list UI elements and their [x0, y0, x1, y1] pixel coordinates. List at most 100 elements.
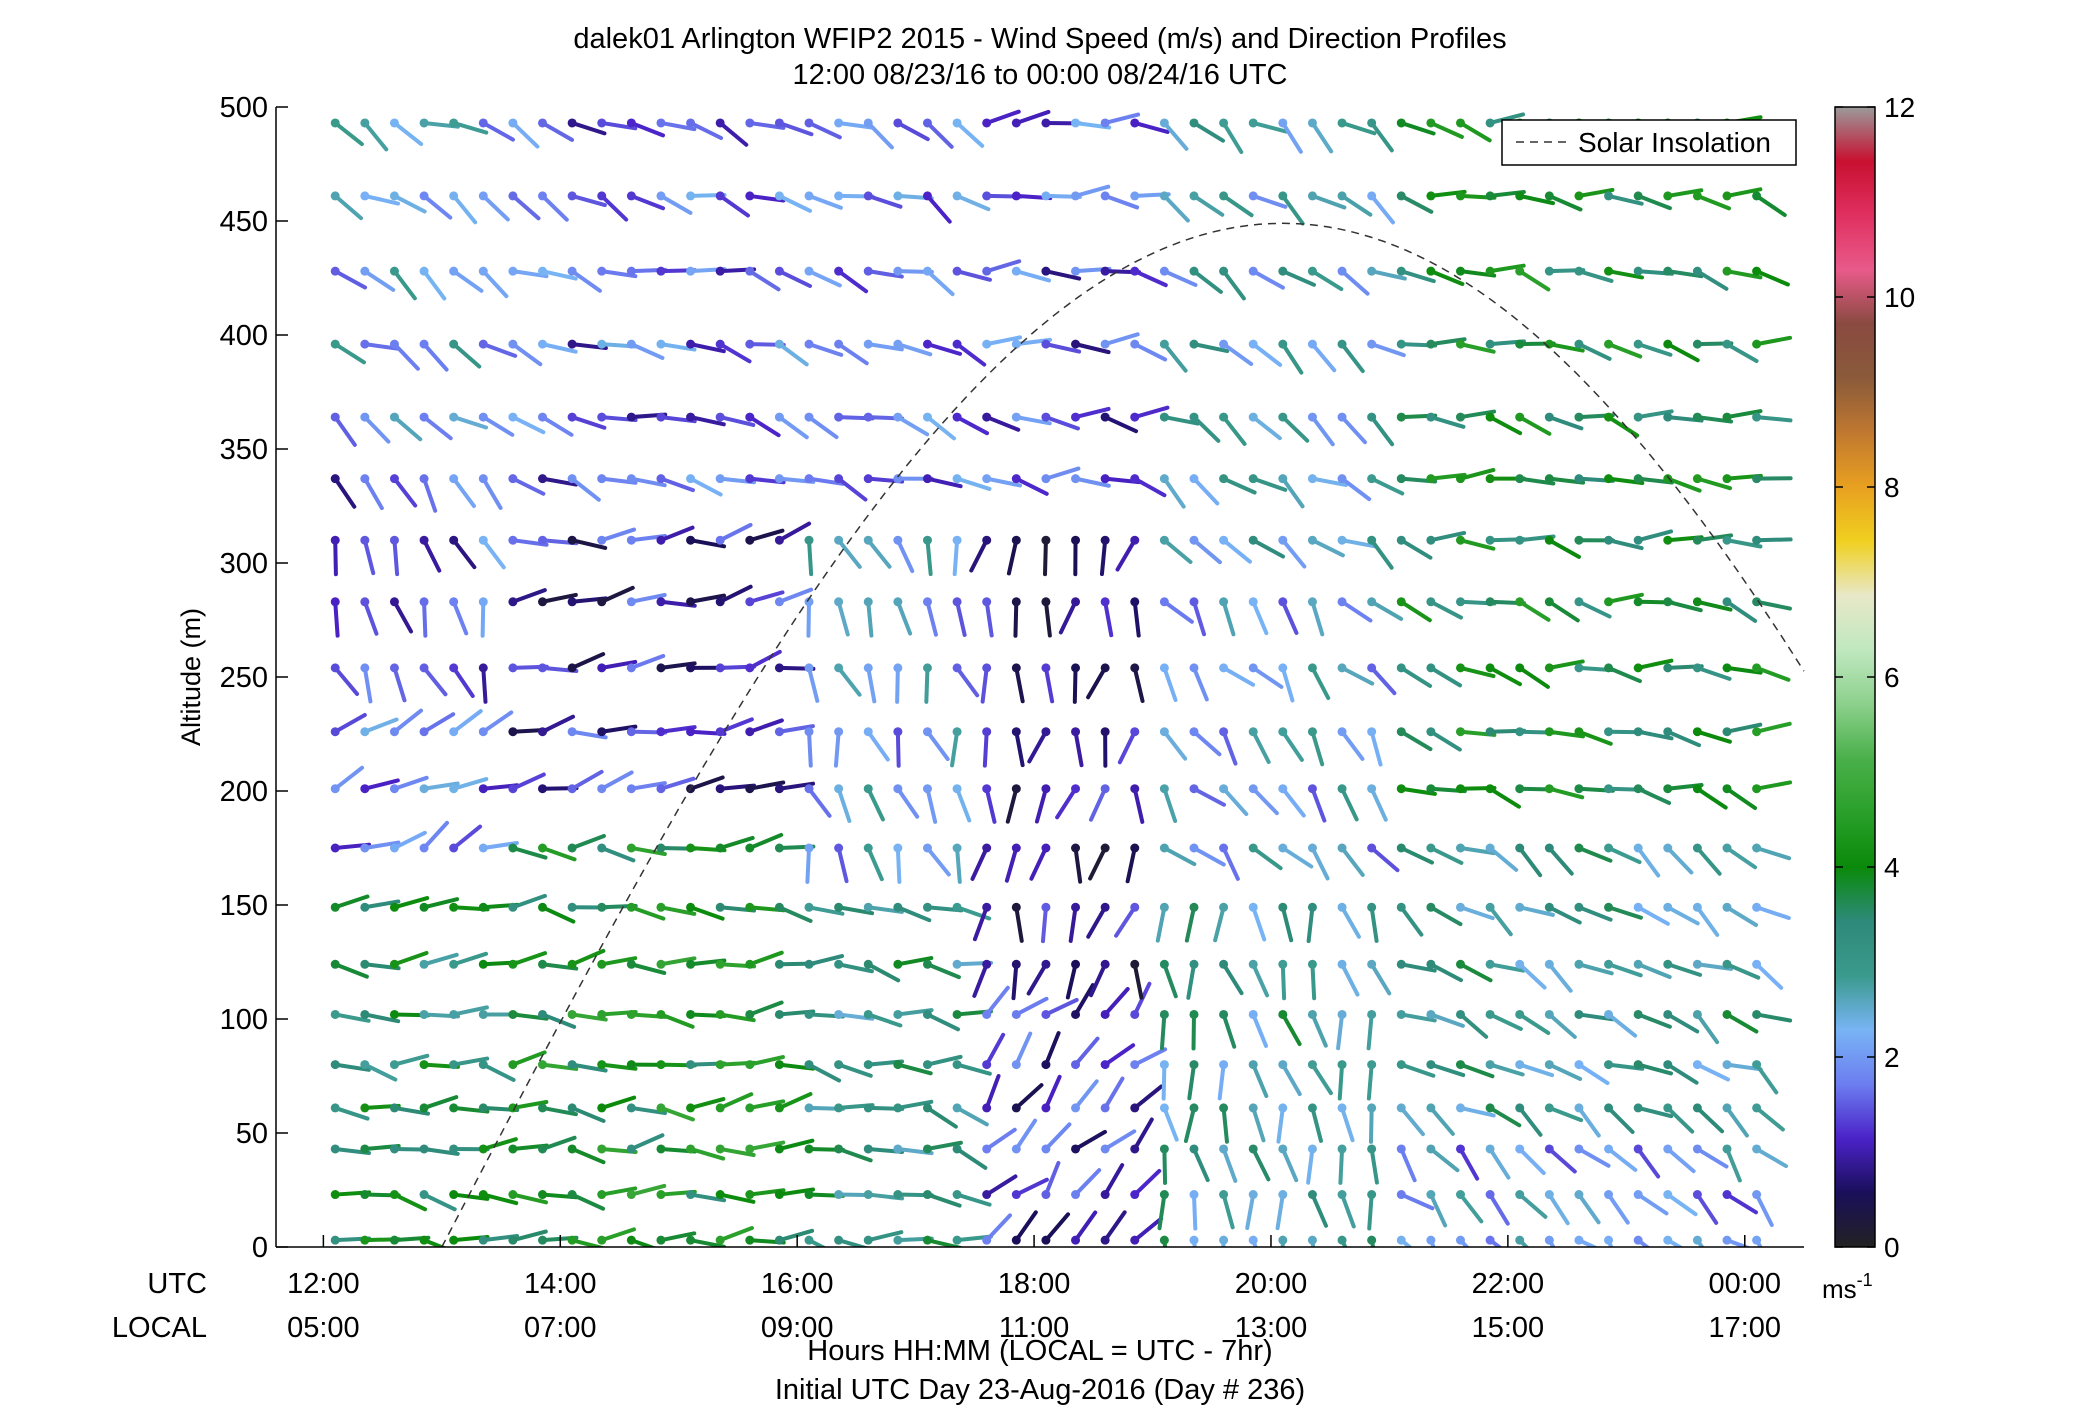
wind-barb-point [893, 843, 903, 853]
wind-barb-point [1248, 597, 1258, 607]
wind-barb-shaft [807, 120, 842, 140]
wind-barb-point [478, 191, 488, 201]
wind-barb-point [952, 1235, 962, 1245]
wind-barb-point [1544, 843, 1554, 853]
wind-barb-shaft [362, 415, 391, 444]
wind-barb-shaft [422, 712, 456, 734]
wind-barb-shaft [1399, 786, 1437, 796]
wind-barb-shaft [807, 1062, 842, 1083]
wind-barb-point [1574, 902, 1584, 912]
wind-barb-point [360, 474, 370, 484]
wind-barb-shaft [1221, 846, 1240, 881]
wind-barb-point [478, 663, 488, 673]
wind-barb-shaft [1367, 1192, 1374, 1231]
wind-barb-point [834, 474, 844, 484]
wind-barb-shaft [982, 729, 989, 768]
wind-barb-point [686, 959, 696, 969]
wind-barb-point [745, 784, 755, 794]
wind-barb-shaft [718, 193, 750, 218]
wind-barb-shaft [1162, 415, 1200, 426]
wind-barb-point [449, 1009, 459, 1019]
wind-barb-shaft [1428, 530, 1467, 543]
wind-barb-point [834, 266, 844, 276]
wind-barb-shaft [807, 342, 844, 357]
wind-barb-shaft [599, 1095, 637, 1110]
wind-barb-point [922, 1009, 932, 1019]
wind-barb-point [1752, 191, 1762, 201]
wind-barb-shaft [1014, 905, 1024, 943]
y-axis-label: Altitude (m) [176, 608, 206, 746]
wind-barb-shaft [1458, 538, 1496, 551]
colorbar-tick-label: 6 [1884, 662, 1900, 693]
wind-barb-shaft [836, 342, 869, 366]
wind-barb-point [1604, 1009, 1614, 1019]
wind-barb-point [715, 663, 725, 673]
wind-barb-point [1367, 727, 1377, 737]
wind-barb-point [1130, 1235, 1140, 1245]
wind-barb-point [478, 727, 488, 737]
wind-barb-shaft [1369, 269, 1407, 281]
wind-barb-shaft [1310, 962, 1317, 1001]
wind-barb-shaft [422, 1095, 459, 1110]
wind-barb-point [1663, 902, 1673, 912]
wind-barb-shaft [718, 584, 753, 604]
wind-barb-shaft [984, 1032, 1006, 1067]
wind-barb-point [1278, 784, 1288, 794]
wind-barb-shaft [451, 120, 489, 135]
wind-barb-shaft [570, 1012, 608, 1022]
wind-barb-point [1071, 843, 1081, 853]
wind-barb-point [952, 118, 962, 128]
wind-barb-point [1722, 339, 1732, 349]
wind-barb-point [952, 1144, 962, 1154]
wind-barb-point [1159, 339, 1169, 349]
wind-barb-shaft [1754, 1105, 1785, 1132]
wind-barb-shaft [1547, 1105, 1584, 1123]
wind-barb-shaft [481, 1192, 519, 1206]
wind-barb-shaft [955, 193, 991, 212]
wind-barb-point [1426, 339, 1436, 349]
wind-barb-shaft [1340, 1192, 1356, 1229]
wind-barb-point [774, 784, 784, 794]
wind-barb-shaft [1636, 658, 1674, 670]
wind-barb-point [626, 1060, 636, 1070]
wind-barb-point [1041, 339, 1051, 349]
wind-barb-shaft [1369, 729, 1383, 767]
wind-barb-point [626, 118, 636, 128]
wind-barb-point [1337, 663, 1347, 673]
wind-barb-shaft [422, 342, 449, 372]
x-tick-label-utc: 18:00 [998, 1268, 1071, 1300]
wind-barb-shaft [1695, 665, 1732, 681]
wind-barb-point [360, 118, 370, 128]
wind-barb-point [419, 959, 429, 969]
wind-barb-point [686, 1144, 696, 1154]
wind-barb-point [1189, 118, 1199, 128]
wind-barb-point [1722, 266, 1732, 276]
wind-barb-point [626, 266, 636, 276]
wind-barb-shaft [1488, 415, 1523, 436]
wind-barb-shaft [807, 665, 820, 703]
wind-barb-shaft [1576, 187, 1615, 198]
wind-barb-shaft [1665, 1146, 1696, 1174]
wind-barb-point [1278, 535, 1288, 545]
wind-barb-point [389, 339, 399, 349]
wind-barb-point [478, 118, 488, 128]
wind-barb-shaft [451, 193, 478, 225]
wind-barb-point [626, 902, 636, 912]
wind-barb-point [1041, 727, 1051, 737]
wind-barb-shaft [510, 893, 547, 910]
wind-barb-point [804, 1009, 814, 1019]
wind-barb-point [1574, 1103, 1584, 1113]
wind-barb-shaft [1369, 120, 1394, 153]
wind-barb-shaft [777, 269, 813, 289]
wind-barb-point [330, 843, 340, 853]
wind-barb-point [982, 412, 992, 422]
wind-barb-point [330, 474, 340, 484]
wind-barb-point [1159, 843, 1169, 853]
wind-barb-point [597, 959, 607, 969]
wind-barb-shaft [1576, 1238, 1599, 1247]
wind-barb-point [656, 1190, 666, 1200]
wind-barb-shaft [836, 786, 852, 823]
wind-barb-shaft [925, 1012, 961, 1032]
wind-barb-point [774, 1144, 784, 1154]
wind-barb-point [1100, 1009, 1110, 1019]
